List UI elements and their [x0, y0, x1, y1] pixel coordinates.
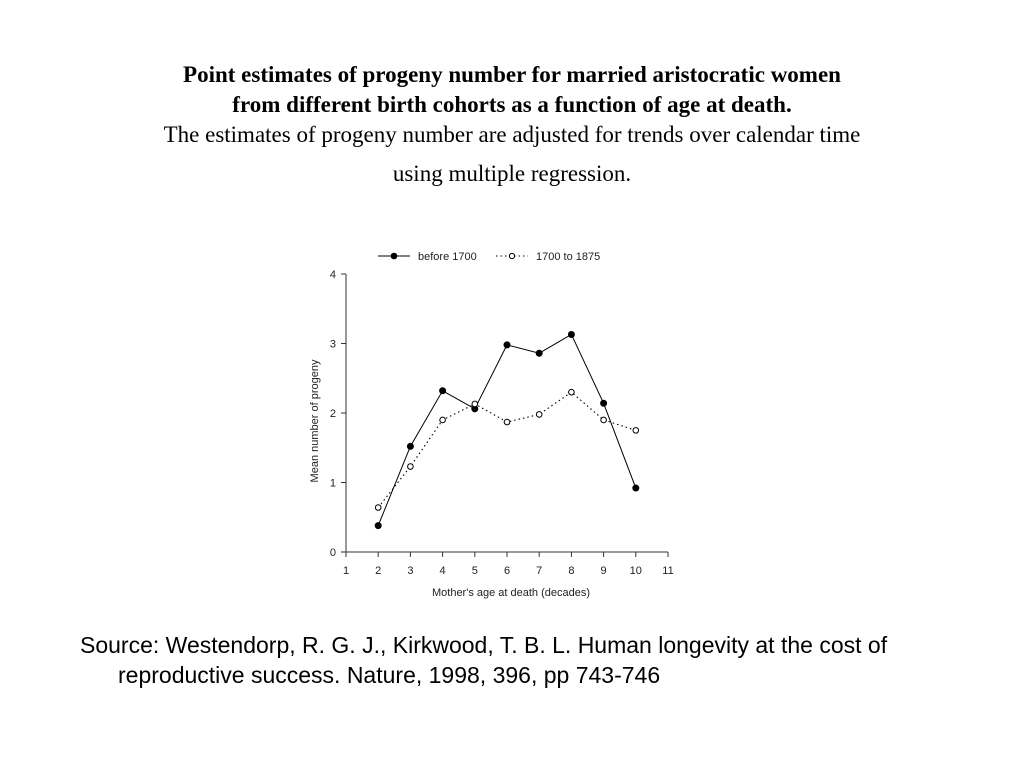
chart-subtitle-line-1: The estimates of progeny number are adju…: [163, 122, 861, 147]
x-tick-label: 9: [601, 565, 607, 577]
series-line-1700-to-1875: [377, 391, 636, 508]
y-tick-label: 4: [330, 269, 336, 281]
chart-title-line-2: from different birth cohorts as a functi…: [232, 92, 792, 117]
x-tick-label: 2: [375, 565, 381, 577]
legend-marker: [390, 252, 398, 260]
x-tick-label: 4: [440, 565, 446, 577]
chart-subtitle-line-2: using multiple regression.: [392, 161, 632, 186]
x-axis-label: Mother's age at death (decades): [432, 587, 590, 599]
data-point: [439, 416, 446, 424]
data-point: [632, 427, 640, 434]
chart-title-line-1: Point estimates of progeny number for ma…: [183, 62, 841, 87]
x-tick-label: 10: [630, 565, 642, 577]
data-point: [632, 484, 640, 492]
x-tick-label: 11: [662, 565, 673, 577]
data-point: [503, 418, 511, 426]
x-tick-label: 3: [407, 565, 413, 577]
y-tick-label: 1: [330, 478, 336, 490]
chart-subtitle: The estimates of progeny number are adju…: [0, 120, 1024, 189]
data-point: [568, 388, 575, 396]
y-axis-label: Mean number of progeny: [309, 359, 321, 482]
data-point: [535, 411, 543, 418]
data-point: [407, 463, 414, 470]
y-tick-label: 0: [330, 547, 336, 559]
chart-title: Point estimates of progeny number for ma…: [0, 60, 1024, 120]
legend-entry: before 1700: [418, 251, 477, 263]
x-tick-label: 5: [472, 565, 478, 577]
legend: before 1700 1700 to 1875: [378, 251, 600, 263]
data-point: [567, 330, 575, 338]
x-tick-label: 7: [536, 565, 542, 577]
data-point: [439, 387, 447, 395]
x-tick-label: 8: [568, 565, 574, 577]
x-tick-label: 1: [343, 565, 349, 577]
data-point: [600, 399, 608, 407]
data-point: [600, 416, 607, 424]
data-point: [374, 522, 382, 530]
y-tick-label: 2: [330, 408, 336, 420]
source-citation: Source: Westendorp, R. G. J., Kirkwood, …: [80, 632, 888, 688]
y-tick-label: 3: [330, 339, 336, 351]
series-line-before-1700: [377, 333, 637, 526]
data-point: [535, 349, 543, 357]
data-point: [503, 341, 511, 349]
legend-entry: 1700 to 1875: [536, 251, 600, 263]
data-point: [471, 400, 479, 408]
title-block: Point estimates of progeny number for ma…: [0, 60, 1024, 189]
legend-marker: [508, 252, 516, 260]
data-point: [406, 442, 414, 450]
data-point: [374, 504, 382, 511]
x-tick-label: 6: [504, 565, 510, 577]
